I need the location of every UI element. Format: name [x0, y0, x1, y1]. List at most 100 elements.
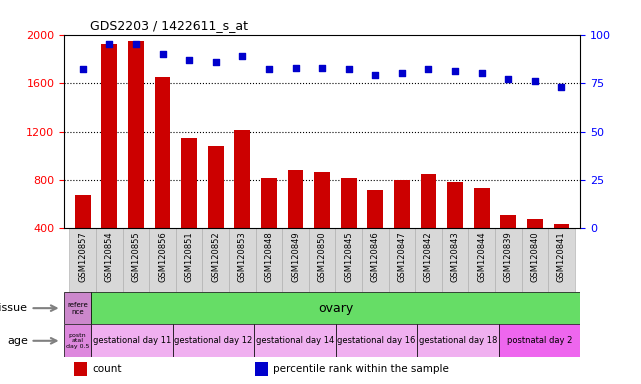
Text: GSM120854: GSM120854: [105, 232, 114, 282]
Text: GSM120850: GSM120850: [317, 232, 327, 282]
Bar: [96, 228, 122, 292]
Text: age: age: [7, 336, 28, 346]
Text: GDS2203 / 1422611_s_at: GDS2203 / 1422611_s_at: [90, 19, 248, 32]
Bar: [417, 324, 499, 357]
Text: gestational day 18: gestational day 18: [419, 336, 497, 345]
Bar: [527, 219, 543, 228]
Point: [397, 70, 407, 76]
Bar: [336, 324, 417, 357]
Text: GSM120847: GSM120847: [397, 232, 406, 282]
Point: [529, 78, 540, 84]
Bar: [469, 228, 495, 292]
Text: count: count: [92, 364, 122, 374]
Bar: [235, 130, 250, 228]
Text: GSM120856: GSM120856: [158, 232, 167, 282]
Point: [476, 70, 487, 76]
Bar: [442, 228, 469, 292]
Bar: [261, 177, 277, 228]
Bar: [288, 170, 303, 228]
Text: GSM120846: GSM120846: [370, 232, 380, 282]
Bar: [64, 324, 91, 357]
Bar: [495, 228, 522, 292]
Point: [370, 72, 380, 78]
Bar: [335, 228, 362, 292]
Bar: [229, 228, 256, 292]
Bar: [501, 215, 516, 228]
Text: GSM120839: GSM120839: [504, 232, 513, 282]
Bar: [208, 146, 224, 228]
Bar: [91, 324, 172, 357]
Bar: [154, 77, 171, 228]
Bar: [149, 228, 176, 292]
Point: [503, 76, 513, 82]
Point: [158, 51, 168, 57]
Text: GSM120855: GSM120855: [131, 232, 140, 282]
Text: GSM120844: GSM120844: [477, 232, 486, 282]
Bar: [415, 228, 442, 292]
Bar: [256, 228, 282, 292]
Bar: [74, 362, 87, 376]
Text: GSM120848: GSM120848: [264, 232, 274, 282]
Bar: [282, 228, 309, 292]
Point: [131, 41, 141, 47]
Text: gestational day 16: gestational day 16: [337, 336, 415, 345]
Bar: [176, 228, 203, 292]
Text: percentile rank within the sample: percentile rank within the sample: [273, 364, 449, 374]
Text: GSM120852: GSM120852: [212, 232, 221, 282]
Text: tissue: tissue: [0, 303, 28, 313]
Text: gestational day 14: gestational day 14: [256, 336, 334, 345]
Bar: [362, 228, 388, 292]
Text: GSM120842: GSM120842: [424, 232, 433, 282]
Text: GSM120849: GSM120849: [291, 232, 300, 282]
Bar: [172, 324, 254, 357]
Bar: [101, 44, 117, 228]
Bar: [69, 228, 96, 292]
Point: [237, 53, 247, 59]
Bar: [420, 174, 437, 228]
Bar: [394, 180, 410, 228]
Bar: [474, 189, 490, 228]
Bar: [122, 228, 149, 292]
Point: [423, 66, 433, 73]
Text: postn
atal
day 0.5: postn atal day 0.5: [66, 333, 89, 349]
Bar: [388, 228, 415, 292]
Point: [104, 41, 115, 47]
Bar: [341, 177, 356, 228]
Text: GSM120843: GSM120843: [451, 232, 460, 282]
Bar: [75, 195, 90, 228]
Point: [317, 65, 328, 71]
Bar: [367, 190, 383, 228]
Point: [556, 84, 567, 90]
Text: gestational day 12: gestational day 12: [174, 336, 253, 345]
Text: ovary: ovary: [318, 302, 353, 314]
Bar: [499, 324, 580, 357]
Point: [264, 66, 274, 73]
Bar: [447, 182, 463, 228]
Text: GSM120851: GSM120851: [185, 232, 194, 282]
Bar: [203, 228, 229, 292]
Point: [344, 66, 354, 73]
Text: GSM120841: GSM120841: [557, 232, 566, 282]
Bar: [128, 41, 144, 228]
Text: postnatal day 2: postnatal day 2: [506, 336, 572, 345]
Text: GSM120840: GSM120840: [530, 232, 539, 282]
Text: GSM120853: GSM120853: [238, 232, 247, 282]
Point: [211, 59, 221, 65]
Bar: [255, 362, 268, 376]
Bar: [314, 172, 330, 228]
Text: GSM120857: GSM120857: [78, 232, 87, 282]
Bar: [181, 137, 197, 228]
Bar: [64, 292, 91, 324]
Point: [78, 66, 88, 73]
Text: gestational day 11: gestational day 11: [93, 336, 171, 345]
Text: GSM120845: GSM120845: [344, 232, 353, 282]
Text: refere
nce: refere nce: [67, 302, 88, 314]
Bar: [554, 224, 569, 228]
Point: [450, 68, 460, 74]
Bar: [309, 228, 335, 292]
Point: [290, 65, 301, 71]
Bar: [254, 324, 336, 357]
Bar: [548, 228, 575, 292]
Point: [184, 57, 194, 63]
Bar: [522, 228, 548, 292]
